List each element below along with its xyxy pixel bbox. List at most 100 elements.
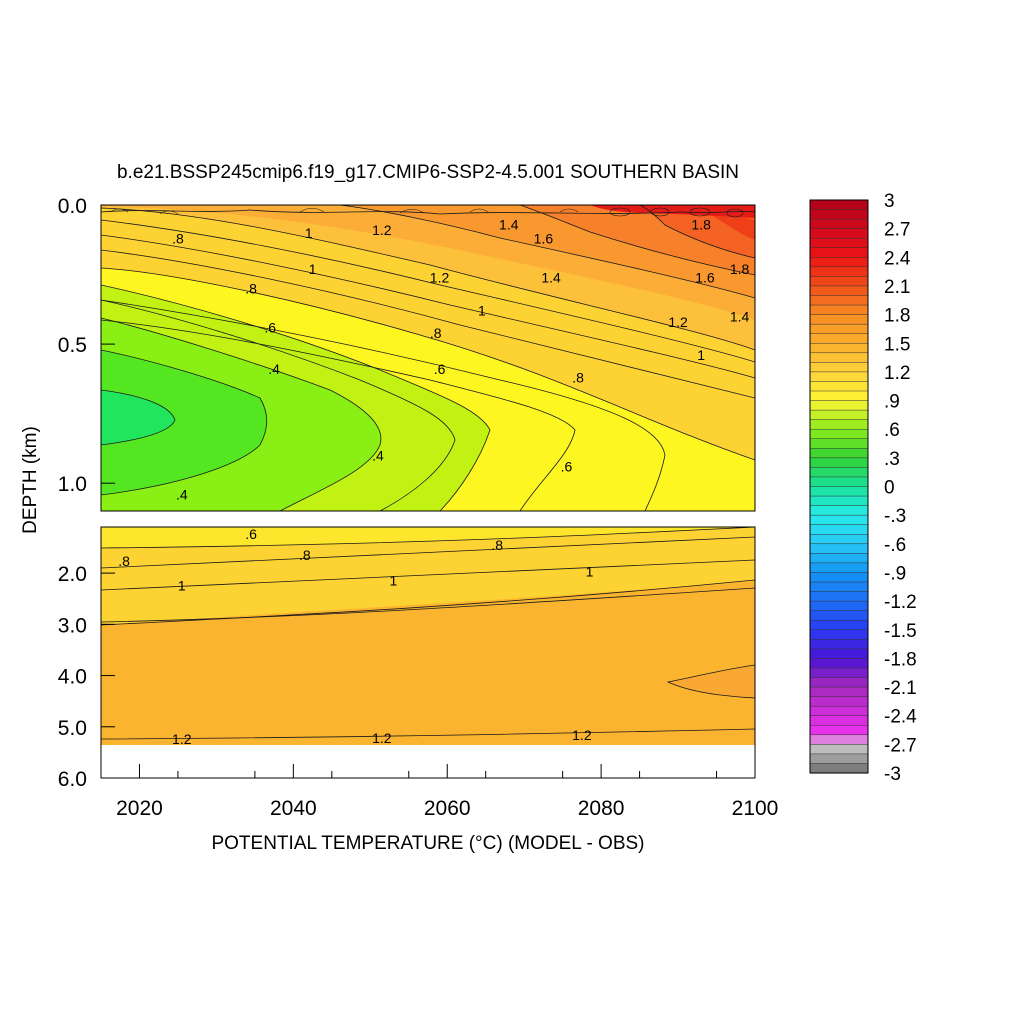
colorbar-labels: 3 2.7 2.4 2.1 1.8 1.5 1.2 .9 .6 .3 0 -.3 -.6 -.9 -1.2 -… xyxy=(884,191,917,785)
colorbar-swatch xyxy=(809,199,869,211)
colorbar-label: 0 xyxy=(884,478,895,499)
upper-contour-labels: .8 1 1.2 1.41.61.81.811.2 1.4 1.6.811.2 1.4.6.… xyxy=(172,216,749,502)
contour-label: 1.2 xyxy=(572,727,592,743)
colorbar-swatch xyxy=(809,323,869,335)
y-tick-label: 5.0 xyxy=(58,717,87,740)
y-tick-label: 3.0 xyxy=(58,614,87,637)
x-tick-label: 2040 xyxy=(270,797,317,820)
colorbar-swatch xyxy=(809,534,869,545)
colorbar-swatch xyxy=(809,639,869,650)
colorbar-swatch xyxy=(809,514,869,526)
contour-label: .6 xyxy=(434,361,446,377)
colorbar-label: -.3 xyxy=(884,506,906,527)
y-tick-label: 1.0 xyxy=(58,473,87,496)
lower-y-ticks: 2.0 3.0 4.0 5.0 6.0 xyxy=(58,563,115,791)
colorbar-label: -1.8 xyxy=(884,649,917,670)
contour-label: 1.6 xyxy=(695,269,715,285)
colorbar-swatch xyxy=(809,476,869,488)
contour-label: 1 xyxy=(586,564,594,580)
colorbar-swatch xyxy=(809,438,869,449)
contour-label: .6 xyxy=(264,319,276,335)
lower-band-0.8 xyxy=(101,527,755,548)
colorbar-swatch xyxy=(809,352,869,363)
colorbar-swatch xyxy=(809,362,869,373)
colorbar-swatch xyxy=(809,677,869,688)
chart-title: b.e21.BSSP245cmip6.f19_g17.CMIP6-SSP2-4.… xyxy=(117,162,739,183)
upper-surface-wiggles xyxy=(109,207,744,218)
colorbar-swatch xyxy=(809,457,869,468)
colorbar-label: 1.5 xyxy=(884,334,910,355)
contour-label: 1.8 xyxy=(691,216,711,232)
y-tick-label: 4.0 xyxy=(58,666,87,689)
colorbar-swatch xyxy=(809,543,869,554)
upper-panel: .8 1 1.2 1.41.61.81.811.2 1.4 1.6.811.2 1.4.6.… xyxy=(58,195,756,512)
upper-band-0.3 xyxy=(101,350,267,495)
contour-label: 1.2 xyxy=(372,222,392,238)
colorbar-swatch xyxy=(809,333,869,344)
x-tick-label: 2020 xyxy=(116,797,163,820)
colorbar-label: 2.7 xyxy=(884,220,910,241)
contour-label: .4 xyxy=(268,361,280,377)
contour-label: .4 xyxy=(176,486,188,502)
contour-label: 1 xyxy=(178,577,186,593)
colorbar-label: 1.8 xyxy=(884,306,910,327)
y-tick-label: 2.0 xyxy=(58,563,87,586)
y-tick-label: 0.5 xyxy=(58,334,87,357)
y-axis-label: DEPTH (km) xyxy=(20,426,41,534)
contour-label: 1.4 xyxy=(541,269,561,285)
colorbar-swatch xyxy=(809,304,869,316)
contour-label: .8 xyxy=(299,547,311,563)
colorbar-label: -.6 xyxy=(884,535,906,556)
colorbar-label: .3 xyxy=(884,449,900,470)
colorbar-swatch xyxy=(809,600,869,612)
colorbar-swatch xyxy=(809,725,869,736)
colorbar-swatch xyxy=(809,295,869,306)
upper-y-ticks: 0.0 0.5 1.0 xyxy=(58,195,115,496)
colorbar-swatch xyxy=(809,505,869,516)
x-tick-label: 2080 xyxy=(578,797,625,820)
colorbar-swatch xyxy=(809,419,869,430)
colorbar-swatch xyxy=(809,209,869,220)
upper-band-2.2 xyxy=(590,205,755,218)
colorbar-swatch xyxy=(809,667,869,679)
contour-label: 1.2 xyxy=(430,269,450,285)
colorbar-label: -.9 xyxy=(884,563,906,584)
colorbar-label: .6 xyxy=(884,420,900,441)
x-tick-label: 2060 xyxy=(424,797,471,820)
colorbar-swatch xyxy=(809,276,869,287)
contour-label: .8 xyxy=(572,369,584,385)
colorbar-label: -2.1 xyxy=(884,678,917,699)
colorbar-swatch xyxy=(809,237,869,249)
lower-contour-labels: .6 .8 .8 .8 1 1 1 1.2 1.2 1.2 xyxy=(118,526,593,747)
colorbar-label: .9 xyxy=(884,392,900,413)
contour-label: .8 xyxy=(118,553,130,569)
colorbar-label: -2.7 xyxy=(884,735,917,756)
colorbar-label: -2.4 xyxy=(884,707,917,728)
colorbar-swatch xyxy=(809,753,869,765)
lower-band-0.7 xyxy=(101,527,755,625)
colorbar-swatch xyxy=(809,686,869,698)
x-tick-label: 2100 xyxy=(732,797,779,820)
contour-label: .8 xyxy=(491,537,503,553)
contour-label: 1 xyxy=(478,303,486,319)
colorbar-swatch xyxy=(809,524,869,535)
lower-band-1.3 xyxy=(668,665,755,698)
contour-label: .8 xyxy=(245,280,257,296)
colorbar-label: -1.2 xyxy=(884,592,917,613)
colorbar-swatch xyxy=(809,285,869,297)
colorbar-swatch xyxy=(809,705,869,717)
lower-panel: .6 .8 .8 .8 1 1 1 1.2 1.2 1.2 2.0 3.0 4.0 5.0 6.0 xyxy=(58,526,756,791)
upper-contour-lines xyxy=(101,205,755,511)
colorbar-label: 2.4 xyxy=(884,248,911,269)
colorbar-swatch xyxy=(809,562,869,574)
contour-label: 1.4 xyxy=(499,216,519,232)
colorbar-swatch xyxy=(809,648,869,659)
lower-band-missing xyxy=(101,745,755,778)
colorbar-swatch xyxy=(809,428,869,440)
colorbar-swatch xyxy=(809,409,869,421)
colorbar-label: 1.2 xyxy=(884,363,910,384)
colorbar-swatch xyxy=(809,715,869,726)
contour-label: .6 xyxy=(245,526,257,542)
lower-panel-fill xyxy=(101,527,755,778)
